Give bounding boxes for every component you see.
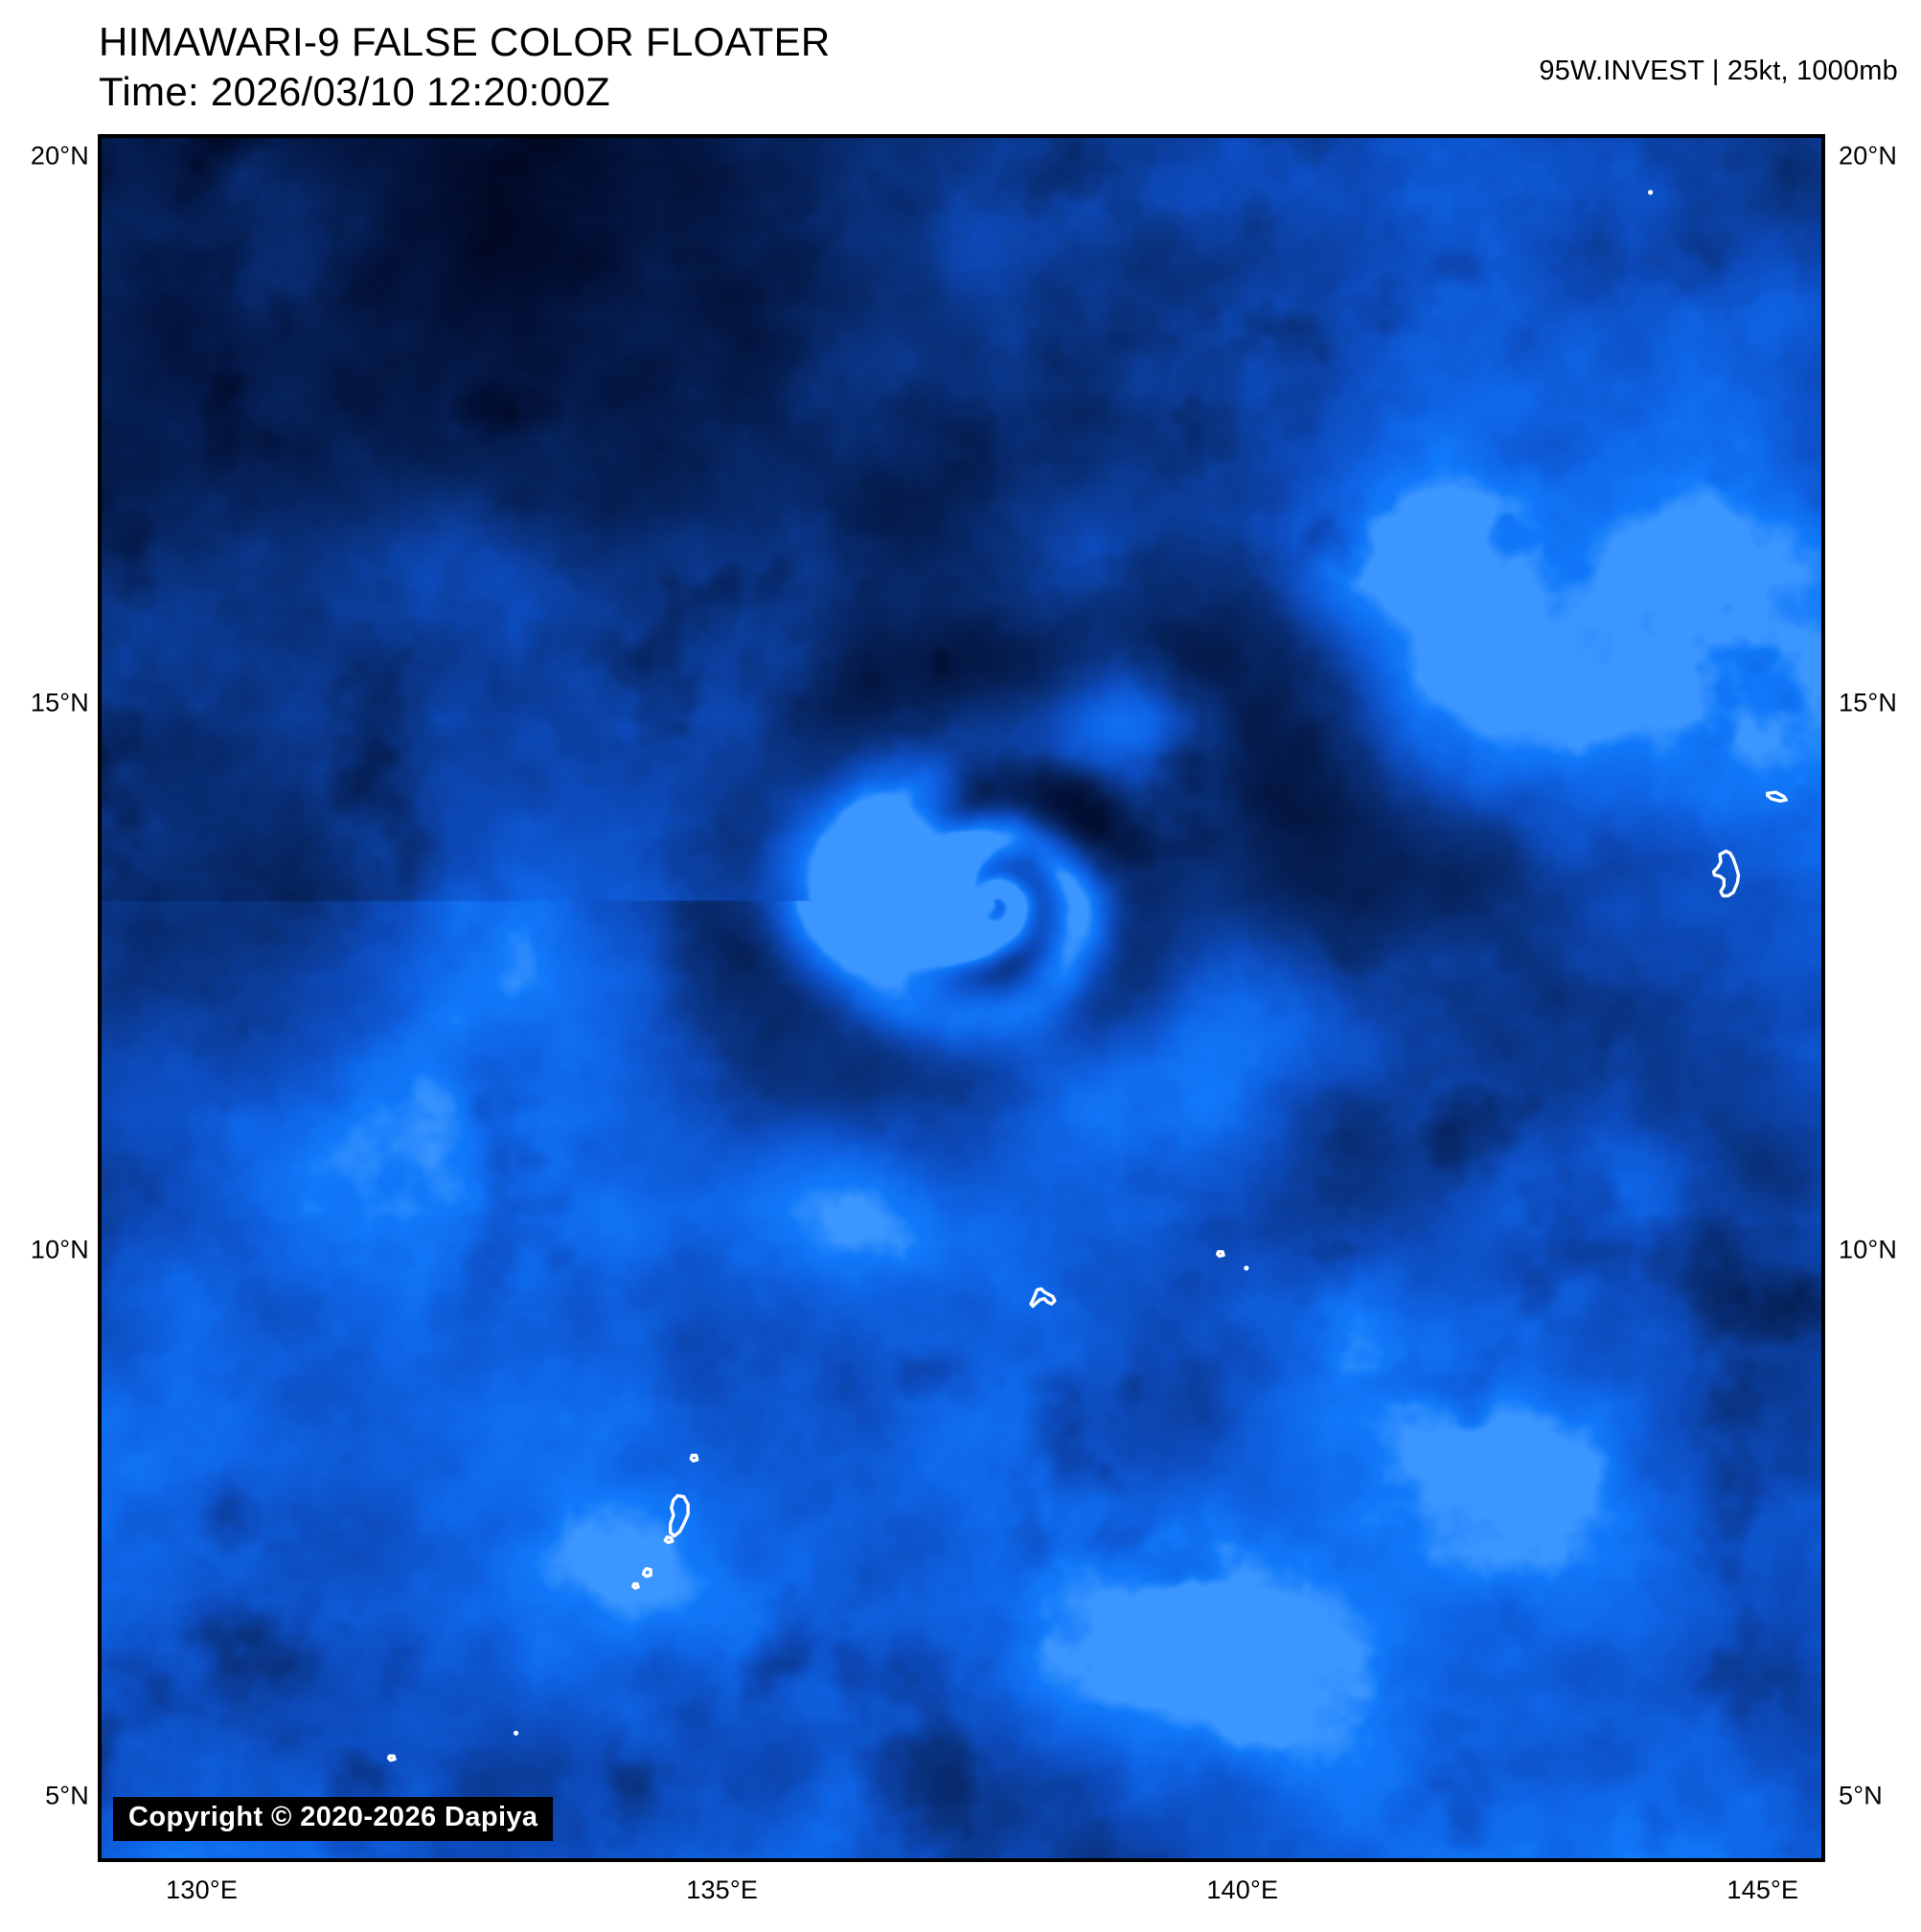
satellite-false-color-raster <box>102 138 1821 1858</box>
lat-tick-label-left-0: 5°N <box>45 1781 89 1810</box>
coastline-atoll-dot-0 <box>1244 1265 1249 1271</box>
lon-tick-label-2: 140°E <box>1206 1875 1279 1904</box>
lat-tick-label-right-3: 20°N <box>1839 141 1898 170</box>
coastline-atoll-dot-1 <box>1648 190 1654 195</box>
coastline-overlay <box>386 190 1788 1762</box>
coastline-yap <box>1029 1286 1057 1308</box>
title-block: HIMAWARI-9 FALSE COLOR FLOATER Time: 202… <box>99 17 831 117</box>
coastline-peleliu <box>641 1566 652 1579</box>
lat-tick-label-right-0: 5°N <box>1839 1781 1883 1810</box>
coastline-angaur <box>631 1581 640 1590</box>
lat-tick-label-right-1: 10°N <box>1839 1235 1898 1264</box>
coastline-guam <box>1711 849 1741 898</box>
coastline-koror <box>663 1535 675 1545</box>
lat-tick-label-left-3: 20°N <box>30 141 89 170</box>
coastline-sonsorol <box>386 1754 397 1762</box>
coastline-kayangel <box>689 1453 699 1463</box>
lon-tick-label-3: 145°E <box>1727 1875 1799 1904</box>
lon-tick-label-0: 130°E <box>166 1875 239 1904</box>
lat-tick-label-right-2: 15°N <box>1839 688 1898 717</box>
lat-tick-label-left-2: 15°N <box>30 688 89 717</box>
page-title: HIMAWARI-9 FALSE COLOR FLOATER <box>99 19 831 64</box>
satellite-image-plot[interactable]: Copyright © 2020-2026 Dapiya <box>98 134 1825 1862</box>
header: HIMAWARI-9 FALSE COLOR FLOATER Time: 202… <box>0 0 1921 134</box>
coastline-rota <box>1766 790 1788 803</box>
lon-tick-label-1: 135°E <box>686 1875 759 1904</box>
coastline-ulithi <box>1215 1250 1225 1259</box>
coastline-babeldaob <box>668 1493 690 1538</box>
coastline-atoll-dot-2 <box>513 1730 519 1736</box>
timestamp-line: Time: 2026/03/10 12:20:00Z <box>99 69 610 114</box>
copyright-watermark: Copyright © 2020-2026 Dapiya <box>113 1797 554 1841</box>
storm-info-label: 95W.INVEST | 25kt, 1000mb <box>1539 56 1898 86</box>
lat-tick-label-left-1: 10°N <box>30 1235 89 1264</box>
